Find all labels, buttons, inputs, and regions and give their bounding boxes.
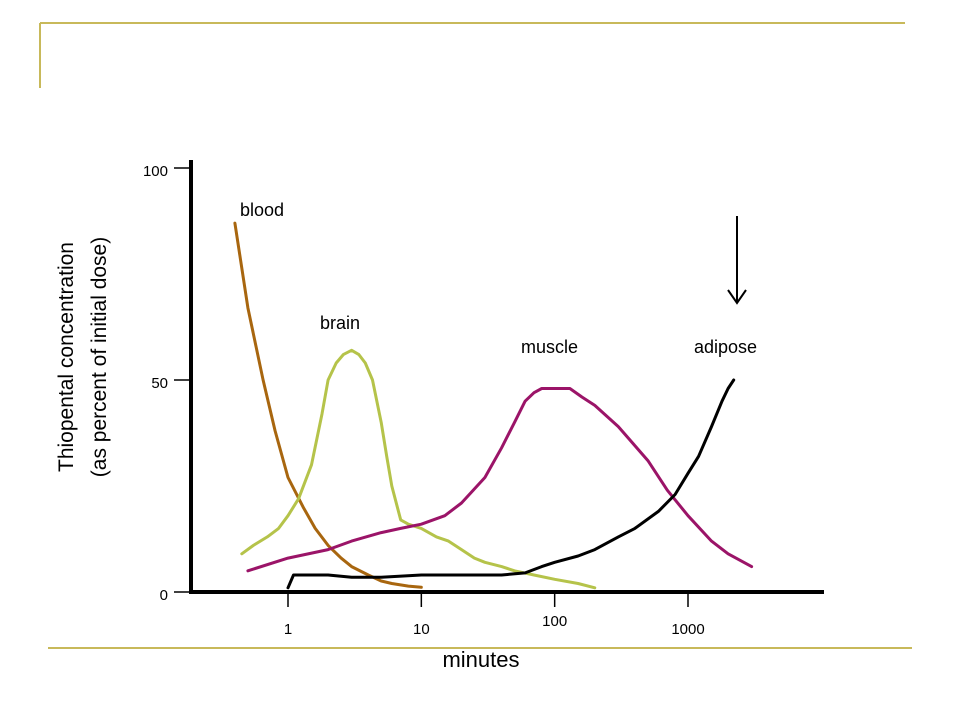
y-ticks: 0 50 100 xyxy=(143,163,191,604)
series-line-muscle xyxy=(246,387,754,573)
series-label-blood: blood xyxy=(240,200,284,220)
y-tick-label-100: 100 xyxy=(143,163,168,180)
x-axis-title: minutes xyxy=(442,647,519,672)
x-tick-label-100: 100 xyxy=(542,613,567,630)
series-label-muscle: muscle xyxy=(521,337,578,357)
y-tick-label-0: 0 xyxy=(160,587,168,604)
series-label-adipose: adipose xyxy=(694,337,757,357)
series-line-adipose xyxy=(286,378,736,590)
series-line-blood xyxy=(233,221,423,589)
y-axis-title-line-2: (as percent of initial dose) xyxy=(88,237,111,477)
series-label-brain: brain xyxy=(320,313,360,333)
y-axis-title-line-1: Thiopental concentration xyxy=(55,242,78,472)
down-arrow-icon xyxy=(727,216,747,305)
x-ticks: 1 10 100 1000 xyxy=(284,592,705,638)
series-lines xyxy=(233,221,754,590)
y-tick-label-50: 50 xyxy=(151,375,168,392)
y-axis-title: Thiopental concentration (as percent of … xyxy=(55,237,111,477)
x-tick-label-1000: 1000 xyxy=(671,621,704,638)
x-tick-label-1: 1 xyxy=(284,621,292,638)
series-line-brain xyxy=(240,348,597,590)
x-tick-label-10: 10 xyxy=(413,621,430,638)
